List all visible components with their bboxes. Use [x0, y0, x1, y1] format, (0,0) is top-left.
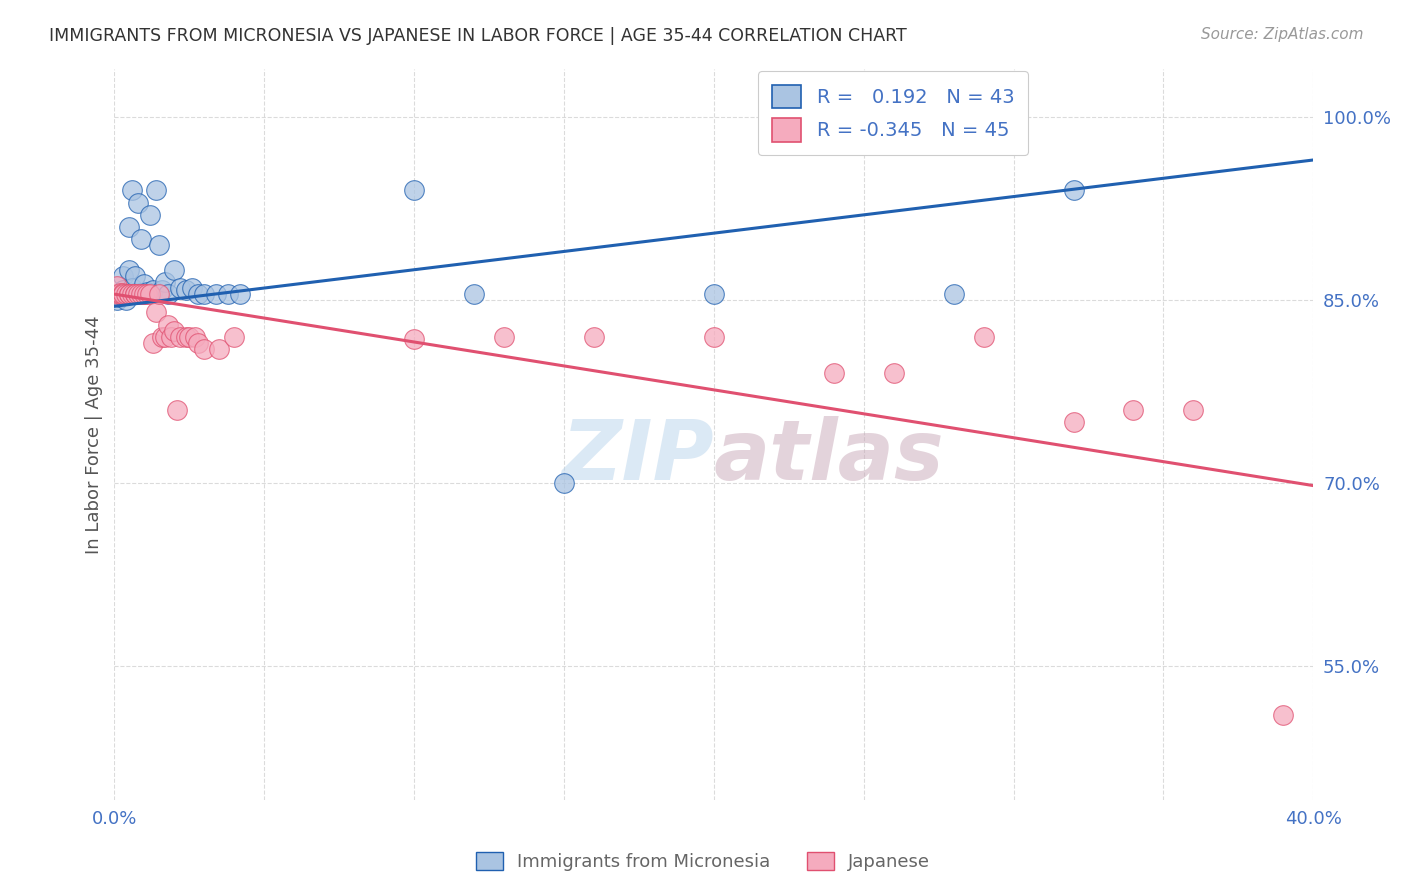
Point: [181, 281, 204, 295]
Point: [155, 275, 177, 289]
Point: [1063, 184, 1085, 198]
Point: [107, 278, 129, 293]
Point: [112, 287, 135, 301]
Point: [110, 285, 132, 300]
Point: [582, 330, 605, 344]
Point: [176, 330, 198, 344]
Point: [1122, 403, 1144, 417]
Point: [187, 335, 209, 350]
Point: [148, 238, 170, 252]
Point: [157, 318, 180, 332]
Point: [217, 287, 239, 301]
Point: [134, 277, 156, 292]
Point: [883, 367, 905, 381]
Point: [169, 330, 191, 344]
Point: [973, 330, 995, 344]
Point: [121, 287, 143, 301]
Point: [139, 208, 162, 222]
Point: [118, 220, 141, 235]
Point: [160, 330, 183, 344]
Point: [157, 287, 180, 301]
Point: [492, 330, 515, 344]
Point: [145, 184, 167, 198]
Point: [115, 293, 138, 308]
Point: [115, 287, 138, 301]
Point: [131, 232, 153, 246]
Point: [404, 184, 426, 198]
Point: [150, 330, 173, 344]
Point: [193, 342, 215, 356]
Point: [163, 324, 186, 338]
Point: [169, 281, 191, 295]
Point: [229, 287, 252, 301]
Point: [136, 287, 159, 301]
Point: [553, 476, 575, 491]
Point: [142, 284, 165, 298]
Point: [1272, 707, 1295, 722]
Point: [139, 287, 162, 301]
Point: [124, 285, 146, 300]
Legend: R =   0.192   N = 43, R = -0.345   N = 45: R = 0.192 N = 43, R = -0.345 N = 45: [758, 71, 1028, 155]
Point: [127, 287, 149, 301]
Point: [118, 262, 141, 277]
Point: [176, 284, 198, 298]
Text: ZIP: ZIP: [561, 416, 714, 497]
Point: [142, 335, 165, 350]
Point: [404, 332, 426, 346]
Point: [110, 289, 132, 303]
Point: [121, 281, 143, 295]
Point: [112, 285, 135, 300]
Point: [131, 285, 153, 300]
Point: [184, 330, 207, 344]
Y-axis label: In Labor Force | Age 35-44: In Labor Force | Age 35-44: [86, 315, 103, 554]
Point: [148, 287, 170, 301]
Point: [224, 330, 246, 344]
Point: [136, 285, 159, 299]
Point: [118, 287, 141, 301]
Point: [134, 287, 156, 301]
Point: [118, 287, 141, 301]
Point: [1063, 415, 1085, 429]
Point: [463, 287, 485, 301]
Point: [107, 293, 129, 308]
Point: [112, 284, 135, 298]
Point: [205, 287, 228, 301]
Point: [134, 287, 156, 301]
Point: [127, 287, 149, 301]
Point: [823, 367, 845, 381]
Point: [112, 268, 135, 283]
Point: [155, 330, 177, 344]
Point: [124, 287, 146, 301]
Point: [115, 287, 138, 301]
Text: atlas: atlas: [714, 416, 945, 497]
Text: Source: ZipAtlas.com: Source: ZipAtlas.com: [1201, 27, 1364, 42]
Text: IMMIGRANTS FROM MICRONESIA VS JAPANESE IN LABOR FORCE | AGE 35-44 CORRELATION CH: IMMIGRANTS FROM MICRONESIA VS JAPANESE I…: [49, 27, 907, 45]
Point: [124, 268, 146, 283]
Point: [150, 284, 173, 298]
Point: [163, 262, 186, 277]
Point: [942, 287, 965, 301]
Point: [1182, 403, 1205, 417]
Point: [118, 287, 141, 301]
Point: [179, 330, 201, 344]
Point: [121, 184, 143, 198]
Point: [703, 330, 725, 344]
Point: [107, 287, 129, 301]
Point: [193, 287, 215, 301]
Point: [187, 287, 209, 301]
Point: [127, 195, 149, 210]
Point: [145, 305, 167, 319]
Point: [166, 403, 188, 417]
Point: [208, 342, 231, 356]
Point: [134, 287, 156, 301]
Point: [703, 287, 725, 301]
Point: [124, 287, 146, 301]
Point: [131, 287, 153, 301]
Point: [110, 287, 132, 301]
Legend: Immigrants from Micronesia, Japanese: Immigrants from Micronesia, Japanese: [468, 845, 938, 879]
